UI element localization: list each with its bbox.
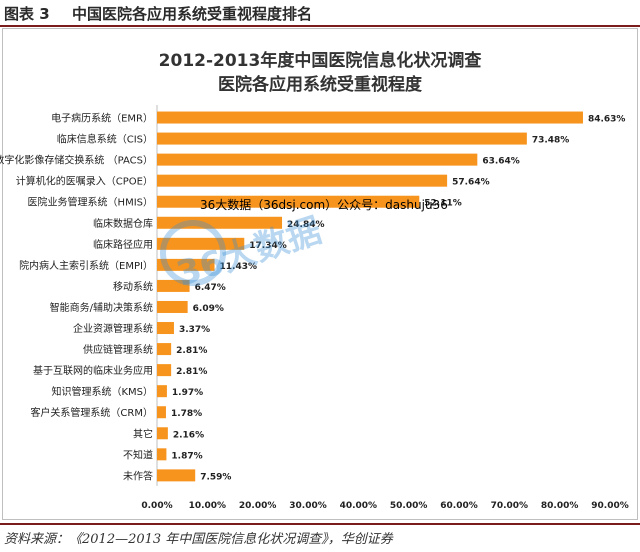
category-label: 企业资源管理系统 <box>73 322 153 335</box>
value-label: 6.09% <box>193 304 224 314</box>
chart-subtitle: 医院各应用系统受重视程度 <box>218 75 422 95</box>
category-label: 临床路径应用 <box>93 238 153 251</box>
value-label: 63.64% <box>482 157 519 167</box>
x-tick-label: 60.00% <box>440 501 478 511</box>
bar <box>157 111 583 124</box>
x-tick-label: 50.00% <box>390 501 428 511</box>
x-tick-label: 10.00% <box>189 501 227 511</box>
category-labels: 电子病历系统（EMR） 临床信息系统（CIS） 数字化影像存储交换系统 （PACS）… <box>0 112 153 483</box>
bar <box>157 343 172 356</box>
value-label: 2.81% <box>176 367 207 377</box>
source-note: 资料来源：《2012—2013 年中国医院信息化状况调查》，华创证券 <box>4 532 393 547</box>
category-label: 数字化影像存储交换系统 （PACS） <box>0 154 153 167</box>
value-label: 1.97% <box>172 388 203 398</box>
x-tick-label: 40.00% <box>340 501 378 511</box>
bar <box>157 195 420 208</box>
watermark-text: 36大数据（36dsj.com）公众号：dashuju36 <box>200 198 448 212</box>
bar <box>157 448 167 461</box>
value-label: 1.87% <box>171 451 202 461</box>
x-tick-labels: 0.00% 10.00% 20.00% 30.00% 40.00% 50.00% 60.00… <box>141 501 628 511</box>
bar <box>157 132 527 145</box>
chart-bars <box>157 111 583 482</box>
value-label: 11.43% <box>220 262 258 272</box>
header-rule <box>0 25 640 27</box>
x-tick-label: 70.00% <box>491 501 529 511</box>
bar <box>157 258 215 271</box>
bar <box>157 279 190 292</box>
category-label: 计算机化的医嘱录入（CPOE） <box>16 175 153 188</box>
category-label: 其它 <box>133 427 153 440</box>
figure-title: 中国医院各应用系统受重视程度排名 <box>72 5 313 23</box>
figure-label: 图表 3 <box>4 5 50 23</box>
category-label: 临床信息系统（CIS） <box>57 133 153 146</box>
value-label: 17.34% <box>249 241 287 251</box>
bar <box>157 237 245 250</box>
value-label: 57.64% <box>452 178 490 188</box>
category-label: 电子病历系统（EMR） <box>51 112 153 125</box>
category-label: 医院业务管理系统（HMIS） <box>28 196 153 209</box>
value-label: 1.78% <box>171 409 202 419</box>
x-tick-label: 0.00% <box>141 501 172 511</box>
value-label: 84.63% <box>588 115 626 125</box>
chart-title: 2012-2013年度中国医院信息化状况调查 <box>158 51 482 71</box>
x-tick-label: 30.00% <box>289 501 327 511</box>
category-label: 客户关系管理系统（CRM） <box>30 406 153 419</box>
bar <box>157 406 166 419</box>
category-label: 不知道 <box>123 448 153 461</box>
bar <box>157 469 196 482</box>
bar <box>157 300 188 313</box>
value-label: 6.47% <box>195 283 226 293</box>
x-tick-label: 20.00% <box>239 501 277 511</box>
figure-header: 图表 3 中国医院各应用系统受重视程度排名 <box>0 0 640 27</box>
category-label: 基于互联网的临床业务应用 <box>33 364 153 377</box>
bar <box>157 427 168 440</box>
bar <box>157 364 172 377</box>
value-labels: 84.63% 73.48% 63.64% 57.64% 52.11% 24.84% 17.3… <box>171 115 626 483</box>
value-label: 24.84% <box>287 220 325 230</box>
value-label: 2.16% <box>173 430 204 440</box>
category-label: 移动系统 <box>113 280 153 293</box>
category-label: 未作答 <box>123 469 153 482</box>
bar <box>157 153 478 166</box>
bar <box>157 322 174 335</box>
chart-frame <box>2 28 638 520</box>
bar <box>157 174 448 187</box>
source-rule <box>0 523 640 525</box>
bar <box>157 216 283 229</box>
value-label: 73.48% <box>532 136 570 146</box>
value-label: 52.11% <box>424 199 462 209</box>
category-label: 临床数据仓库 <box>93 217 153 230</box>
value-label: 7.59% <box>200 472 231 482</box>
watermark-logo: 36大数据 <box>160 211 326 295</box>
x-tick-label: 90.00% <box>591 501 629 511</box>
bar <box>157 385 167 398</box>
value-label: 3.37% <box>179 325 210 335</box>
x-tick-label: 80.00% <box>541 501 579 511</box>
category-label: 院内病人主索引系统（EMPI） <box>19 259 153 272</box>
category-label: 供应链管理系统 <box>83 343 153 356</box>
category-label: 知识管理系统（KMS） <box>51 385 153 398</box>
category-label: 智能商务/辅助决策系统 <box>50 301 153 314</box>
value-label: 2.81% <box>176 346 207 356</box>
